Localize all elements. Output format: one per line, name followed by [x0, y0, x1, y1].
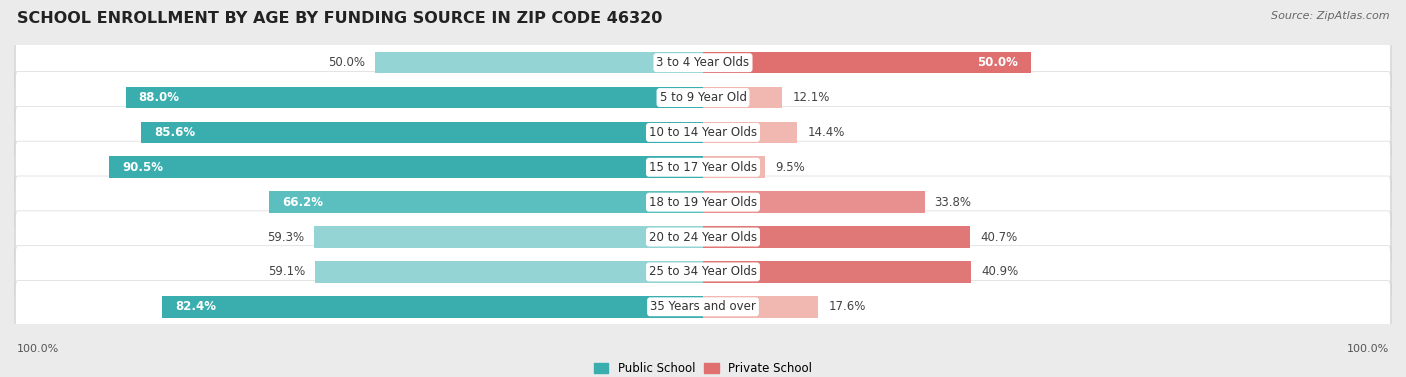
- Bar: [269, 192, 703, 213]
- Bar: [703, 261, 972, 283]
- Text: 59.3%: 59.3%: [267, 231, 304, 244]
- Bar: [703, 122, 797, 143]
- Bar: [703, 296, 818, 317]
- Text: 40.9%: 40.9%: [981, 265, 1018, 278]
- FancyBboxPatch shape: [14, 141, 1392, 195]
- Bar: [162, 296, 703, 317]
- Bar: [142, 122, 703, 143]
- Bar: [314, 226, 703, 248]
- FancyBboxPatch shape: [15, 246, 1391, 299]
- FancyBboxPatch shape: [14, 280, 1392, 334]
- Text: 18 to 19 Year Olds: 18 to 19 Year Olds: [650, 196, 756, 208]
- FancyBboxPatch shape: [15, 106, 1391, 159]
- Text: 9.5%: 9.5%: [775, 161, 804, 174]
- Text: 85.6%: 85.6%: [155, 126, 195, 139]
- Text: 90.5%: 90.5%: [122, 161, 163, 174]
- FancyBboxPatch shape: [14, 106, 1392, 159]
- FancyBboxPatch shape: [14, 36, 1392, 90]
- Text: 40.7%: 40.7%: [980, 231, 1017, 244]
- Legend: Public School, Private School: Public School, Private School: [589, 357, 817, 377]
- FancyBboxPatch shape: [15, 141, 1391, 194]
- Bar: [703, 192, 925, 213]
- FancyBboxPatch shape: [15, 176, 1391, 229]
- Text: 12.1%: 12.1%: [792, 91, 830, 104]
- Text: 15 to 17 Year Olds: 15 to 17 Year Olds: [650, 161, 756, 174]
- Text: 17.6%: 17.6%: [828, 300, 866, 313]
- FancyBboxPatch shape: [14, 71, 1392, 125]
- Text: 66.2%: 66.2%: [281, 196, 323, 208]
- Text: 59.1%: 59.1%: [269, 265, 305, 278]
- Bar: [703, 226, 970, 248]
- Text: Source: ZipAtlas.com: Source: ZipAtlas.com: [1271, 11, 1389, 21]
- FancyBboxPatch shape: [15, 71, 1391, 124]
- FancyBboxPatch shape: [14, 175, 1392, 229]
- Bar: [703, 156, 765, 178]
- Bar: [315, 261, 703, 283]
- FancyBboxPatch shape: [15, 280, 1391, 333]
- Bar: [125, 87, 703, 108]
- Text: 82.4%: 82.4%: [176, 300, 217, 313]
- Text: 50.0%: 50.0%: [977, 56, 1018, 69]
- Text: 20 to 24 Year Olds: 20 to 24 Year Olds: [650, 231, 756, 244]
- Text: 3 to 4 Year Olds: 3 to 4 Year Olds: [657, 56, 749, 69]
- Text: 35 Years and over: 35 Years and over: [650, 300, 756, 313]
- Text: 100.0%: 100.0%: [1347, 344, 1389, 354]
- Text: 33.8%: 33.8%: [935, 196, 972, 208]
- Text: SCHOOL ENROLLMENT BY AGE BY FUNDING SOURCE IN ZIP CODE 46320: SCHOOL ENROLLMENT BY AGE BY FUNDING SOUR…: [17, 11, 662, 26]
- Bar: [703, 87, 782, 108]
- Text: 100.0%: 100.0%: [17, 344, 59, 354]
- Bar: [110, 156, 703, 178]
- Text: 25 to 34 Year Olds: 25 to 34 Year Olds: [650, 265, 756, 278]
- FancyBboxPatch shape: [15, 37, 1391, 89]
- Text: 5 to 9 Year Old: 5 to 9 Year Old: [659, 91, 747, 104]
- Text: 88.0%: 88.0%: [139, 91, 180, 104]
- Text: 50.0%: 50.0%: [328, 56, 366, 69]
- Bar: [375, 52, 703, 74]
- FancyBboxPatch shape: [15, 211, 1391, 264]
- Bar: [703, 52, 1031, 74]
- Text: 10 to 14 Year Olds: 10 to 14 Year Olds: [650, 126, 756, 139]
- Text: 14.4%: 14.4%: [807, 126, 845, 139]
- FancyBboxPatch shape: [14, 210, 1392, 264]
- FancyBboxPatch shape: [14, 245, 1392, 299]
